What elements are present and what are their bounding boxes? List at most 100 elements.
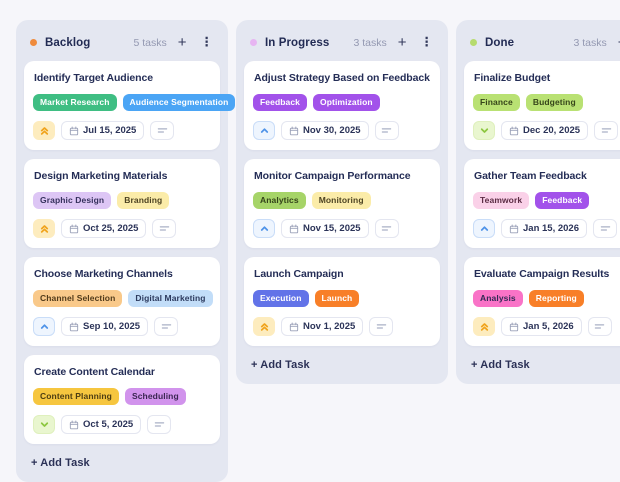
priority-badge-high (33, 121, 55, 140)
column-card-list: Adjust Strategy Based on Feedback Feedba… (244, 61, 440, 346)
description-icon (601, 128, 611, 133)
add-task-icon-button[interactable]: + (615, 35, 620, 50)
column-title: In Progress (265, 36, 330, 49)
column-status-dot (30, 39, 37, 46)
task-card[interactable]: Design Marketing Materials Graphic Desig… (24, 159, 220, 248)
description-icon (161, 324, 171, 329)
task-tag: Audience Segmentation (122, 94, 236, 111)
description-icon (159, 226, 170, 231)
due-date-chip: Oct 25, 2025 (61, 219, 147, 238)
task-meta-row: Nov 1, 2025 (253, 317, 431, 336)
task-tag: Feedback (535, 192, 590, 209)
column-title: Backlog (45, 36, 91, 49)
task-tag: Optimization (313, 94, 380, 111)
task-tag: Budgeting (525, 94, 583, 111)
task-tag: Market Research (33, 94, 117, 111)
add-task-icon-button[interactable]: + (175, 35, 190, 50)
task-tag-list: Analysis Reporting (473, 290, 620, 307)
task-card[interactable]: Identify Target Audience Market Research… (24, 61, 236, 150)
add-task-button[interactable]: + Add Task (31, 457, 90, 469)
task-card[interactable]: Gather Team Feedback Teamwork Feedback Ja… (464, 159, 620, 248)
column-menu-button[interactable]: ⋮ (418, 36, 437, 49)
chevrons-up-icon (40, 127, 48, 135)
column-status-dot (470, 39, 477, 46)
task-tag: Branding (117, 192, 170, 209)
column-card-list: Finalize Budget Finance Budgeting Dec 20,… (464, 61, 620, 346)
description-icon (381, 128, 392, 133)
due-date-chip: Sep 10, 2025 (61, 317, 149, 336)
calendar-icon (289, 126, 299, 135)
priority-badge-high (473, 317, 495, 336)
due-date-chip: Nov 1, 2025 (281, 317, 364, 336)
add-task-button[interactable]: + Add Task (251, 359, 310, 371)
task-tag: Digital Marketing (128, 290, 213, 307)
due-date: Oct 5, 2025 (83, 419, 134, 430)
task-card[interactable]: Launch Campaign Execution Launch Nov 1, 2… (244, 257, 440, 346)
calendar-icon (69, 322, 79, 331)
due-date-chip: Jan 15, 2026 (501, 219, 587, 238)
task-card[interactable]: Adjust Strategy Based on Feedback Feedba… (244, 61, 440, 150)
description-indicator (369, 317, 394, 336)
task-card[interactable]: Create Content Calendar Content Planning… (24, 355, 220, 444)
add-task-button[interactable]: + Add Task (471, 359, 530, 371)
calendar-icon (509, 224, 519, 233)
priority-badge-medium (253, 219, 275, 238)
description-indicator (147, 415, 172, 434)
due-date-chip: Dec 20, 2025 (501, 121, 589, 140)
add-task-icon-button[interactable]: + (395, 35, 410, 50)
task-tag: Feedback (253, 94, 308, 111)
task-meta-row: Nov 15, 2025 (253, 219, 431, 238)
description-icon (376, 324, 387, 329)
due-date-chip: Jul 15, 2025 (61, 121, 145, 140)
description-icon (154, 422, 164, 427)
chevrons-up-icon (260, 323, 268, 331)
task-card[interactable]: Choose Marketing Channels Channel Select… (24, 257, 220, 346)
calendar-icon (69, 126, 79, 135)
priority-badge-medium (33, 317, 55, 336)
column-menu-button[interactable]: ⋮ (198, 36, 217, 49)
task-tag-list: Content Planning Scheduling (33, 388, 211, 405)
task-tag-list: Teamwork Feedback (473, 192, 620, 209)
task-meta-row: Jan 5, 2026 (473, 317, 620, 336)
task-meta-row: Jan 15, 2026 (473, 219, 620, 238)
priority-badge-high (253, 317, 275, 336)
due-date-chip: Jan 5, 2026 (501, 317, 582, 336)
task-tag-list: Feedback Optimization (253, 94, 431, 111)
plus-icon: + (618, 34, 620, 51)
kanban-board: Backlog 5 tasks + ⋮ Identify Target Audi… (16, 20, 620, 482)
description-indicator (154, 317, 179, 336)
calendar-icon (289, 322, 299, 331)
chevron-up-icon (480, 226, 488, 231)
description-icon (157, 128, 168, 133)
description-indicator (587, 317, 612, 336)
chevron-down-icon (480, 128, 488, 133)
due-date: Nov 1, 2025 (303, 321, 356, 332)
task-tag: Analysis (473, 290, 523, 307)
due-date: Oct 25, 2025 (83, 223, 139, 234)
priority-badge-medium (253, 121, 275, 140)
column-status-dot (250, 39, 257, 46)
due-date-chip: Nov 30, 2025 (281, 121, 369, 140)
column-card-list: Identify Target Audience Market Research… (24, 61, 236, 444)
description-indicator (374, 121, 399, 140)
task-tag-list: Channel Selection Digital Marketing (33, 290, 213, 307)
task-title: Identify Target Audience (34, 72, 153, 84)
task-card[interactable]: Monitor Campaign Performance Analytics Mo… (244, 159, 440, 248)
task-card[interactable]: Finalize Budget Finance Budgeting Dec 20,… (464, 61, 620, 150)
task-tag: Scheduling (124, 388, 186, 405)
task-title: Evaluate Campaign Results (474, 268, 610, 280)
column-task-count: 5 tasks (133, 36, 167, 49)
task-meta-row: Dec 20, 2025 (473, 121, 620, 140)
task-tag: Analytics (253, 192, 306, 209)
due-date: Jan 5, 2026 (523, 321, 574, 332)
description-icon (600, 226, 610, 231)
task-card[interactable]: Evaluate Campaign Results Analysis Report… (464, 257, 620, 346)
column-task-count: 3 tasks (353, 36, 387, 49)
due-date-chip: Nov 15, 2025 (281, 219, 369, 238)
calendar-icon (69, 420, 79, 429)
task-tag-list: Market Research Audience Segmentation (33, 94, 236, 111)
task-title: Create Content Calendar (34, 366, 155, 378)
due-date: Jul 15, 2025 (83, 125, 137, 136)
task-title: Launch Campaign (254, 268, 344, 280)
priority-badge-low (33, 415, 55, 434)
